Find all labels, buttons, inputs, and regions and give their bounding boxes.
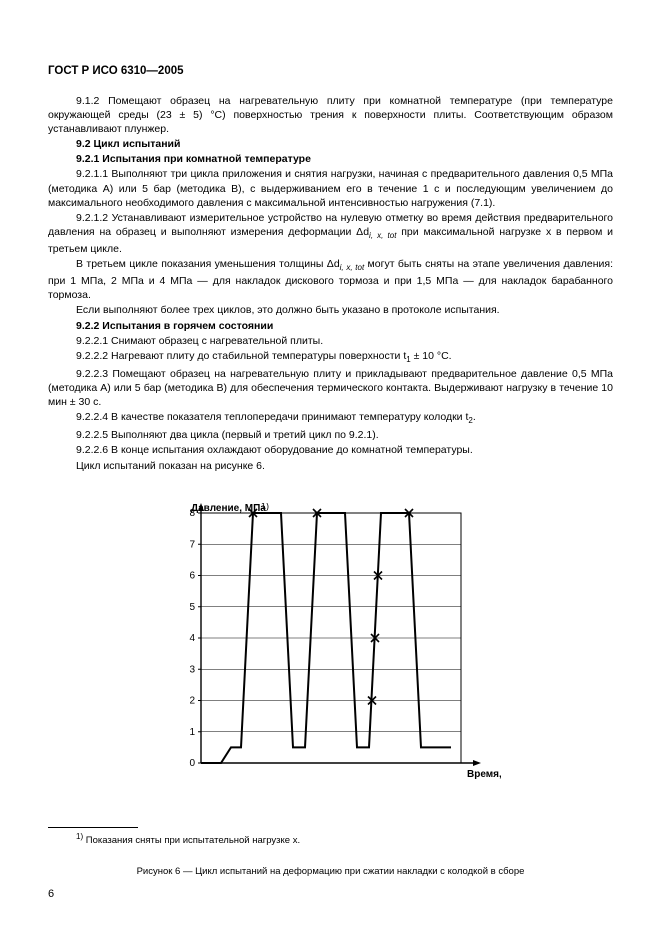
footnote-rule — [48, 827, 138, 828]
figure-caption: Рисунок 6 — Цикл испытаний на деформацию… — [48, 866, 613, 879]
footnote-1: 1) Показания сняты при испытательной наг… — [48, 832, 613, 848]
svg-text:1: 1 — [189, 726, 195, 737]
sub-d1: i, x, tot — [369, 231, 396, 240]
para-9-2-2-2-a: 9.2.2.2 Нагревают плиту до стабильной те… — [76, 350, 406, 362]
para-9-2-2-5: 9.2.2.5 Выполняют два цикла (первый и тр… — [48, 428, 613, 442]
svg-text:Время, с: Время, с — [467, 769, 501, 780]
pressure-chart: Давление, МПа012345678Время, с1) — [161, 503, 501, 803]
para-third-cycle: В третьем цикле показания уменьшения тол… — [48, 257, 613, 302]
section-9-2-2: 9.2.2 Испытания в горячем состоянии — [48, 319, 613, 333]
para-cycle-fig: Цикл испытаний показан на рисунке 6. — [48, 459, 613, 473]
footnote-text: Показания сняты при испытательной нагруз… — [83, 835, 300, 846]
section-9-2: 9.2 Цикл испытаний — [48, 137, 613, 151]
section-9-2-1: 9.2.1 Испытания при комнатной температур… — [48, 152, 613, 166]
para-9-2-1-2: 9.2.1.2 Устанавливают измерительное устр… — [48, 211, 613, 256]
svg-text:0: 0 — [189, 758, 195, 769]
svg-text:2: 2 — [189, 695, 195, 706]
para-9-2-2-4: 9.2.2.4 В качестве показателя теплоперед… — [48, 410, 613, 427]
para-9-2-2-2-b: ± 10 °C. — [411, 350, 452, 362]
para-9-2-2-1: 9.2.2.1 Снимают образец с нагревательной… — [48, 334, 613, 348]
para-9-2-2-3: 9.2.2.3 Помещают образец на нагревательн… — [48, 367, 613, 410]
sub-d2: i, x, tot — [340, 263, 365, 272]
para-9-2-2-6: 9.2.2.6 В конце испытания охлаждают обор… — [48, 443, 613, 457]
svg-text:8: 8 — [189, 508, 195, 519]
document-page: ГОСТ Р ИСО 6310—2005 9.1.2 Помещают обра… — [0, 0, 661, 936]
svg-text:4: 4 — [189, 633, 195, 644]
page-number: 6 — [48, 887, 54, 902]
svg-text:7: 7 — [189, 539, 195, 550]
doc-header: ГОСТ Р ИСО 6310—2005 — [48, 64, 613, 80]
svg-text:5: 5 — [189, 601, 195, 612]
para-9-2-2-4-b: . — [473, 411, 476, 423]
svg-text:3: 3 — [189, 664, 195, 675]
para-third-cycle-a: В третьем цикле показания уменьшения тол… — [76, 258, 340, 270]
svg-text:6: 6 — [189, 570, 195, 581]
svg-text:1): 1) — [261, 503, 269, 511]
para-9-1-2: 9.1.2 Помещают образец на нагревательную… — [48, 94, 613, 137]
para-more-cycles: Если выполняют более трех циклов, это до… — [48, 303, 613, 317]
figure-6: Давление, МПа012345678Время, с1) — [48, 503, 613, 807]
para-9-2-1-1: 9.2.1.1 Выполняют три цикла приложения и… — [48, 167, 613, 210]
para-9-2-2-2: 9.2.2.2 Нагревают плиту до стабильной те… — [48, 349, 613, 366]
para-9-2-2-4-a: 9.2.2.4 В качестве показателя теплоперед… — [76, 411, 468, 423]
